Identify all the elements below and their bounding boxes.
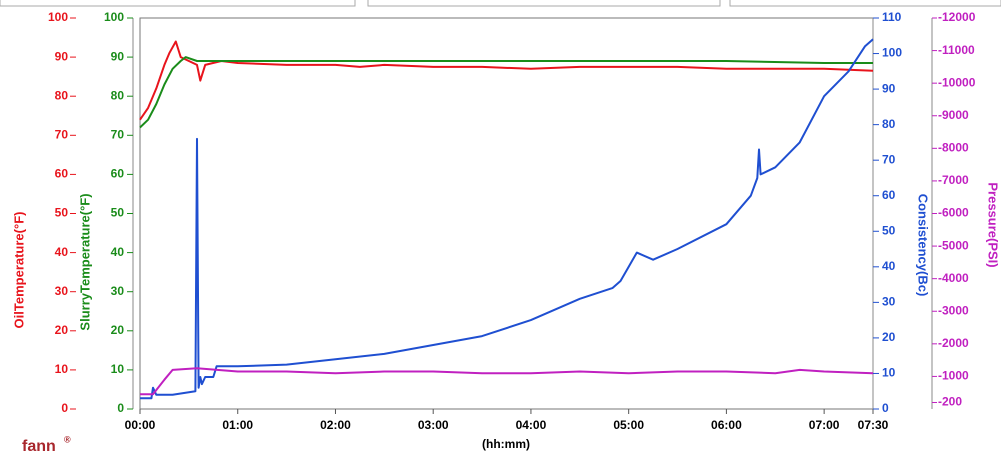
- y-tick-label: 90: [111, 49, 125, 63]
- brand-mark: ®: [64, 434, 71, 444]
- y-tick-label: 80: [882, 117, 896, 131]
- y-tick-label: 10: [55, 362, 69, 376]
- y-tick-label: 90: [882, 81, 896, 95]
- y-tick-label: 90: [55, 49, 69, 63]
- y-tick-label: 10: [111, 362, 125, 376]
- y-tick-label: -200: [938, 395, 962, 409]
- x-axis-title: (hh:mm): [482, 437, 530, 451]
- toolbar-box: [729, 0, 1001, 7]
- y-tick-label: 80: [111, 88, 125, 102]
- axis-title: OilTemperature(°F): [11, 212, 26, 329]
- y-tick-label: -5000: [938, 238, 969, 252]
- x-tick-label: 06:00: [711, 418, 742, 432]
- y-tick-label: 60: [111, 167, 125, 181]
- y-tick-label: -6000: [938, 206, 969, 220]
- y-tick-label: -8000: [938, 141, 969, 155]
- y-tick-label: -4000: [938, 271, 969, 285]
- x-tick-label: 07:00: [809, 418, 840, 432]
- y-tick-label: 40: [111, 245, 125, 259]
- y-tick-label: 40: [882, 259, 896, 273]
- y-tick-label: -7000: [938, 173, 969, 187]
- y-tick-label: -2000: [938, 336, 969, 350]
- y-tick-label: 100: [48, 10, 68, 24]
- y-tick-label: 100: [104, 10, 124, 24]
- y-tick-label: 30: [55, 284, 69, 298]
- axis-title: Consistency(Bc): [916, 194, 931, 297]
- x-tick-label: 02:00: [320, 418, 351, 432]
- y-tick-label: 20: [111, 323, 125, 337]
- y-tick-label: 70: [55, 127, 69, 141]
- y-tick-label: 110: [882, 10, 902, 24]
- y-tick-label: -12000: [938, 10, 976, 24]
- x-tick-label: 04:00: [516, 418, 547, 432]
- series-line: [139, 40, 874, 121]
- y-tick-label: -11000: [938, 43, 975, 57]
- y-tick-label: 0: [117, 401, 124, 415]
- series-line: [139, 56, 873, 129]
- x-tick-label: 07:30: [858, 418, 889, 432]
- series-line: [140, 38, 874, 400]
- y-tick-label: -3000: [938, 303, 969, 317]
- y-tick-label: 20: [882, 330, 896, 344]
- axis-title: SlurryTemperature(°F): [77, 193, 92, 330]
- x-tick-label: 01:00: [222, 418, 253, 432]
- y-tick-label: 30: [882, 295, 896, 309]
- y-tick-label: 70: [882, 152, 896, 166]
- y-tick-label: 0: [882, 401, 889, 415]
- x-tick-label: 05:00: [613, 418, 644, 432]
- y-tick-label: 50: [882, 223, 896, 237]
- y-tick-label: 60: [55, 167, 69, 181]
- toolbar-box: [0, 0, 356, 7]
- axis-title: Pressure(PSI): [986, 182, 1001, 267]
- y-tick-label: 70: [111, 127, 125, 141]
- y-tick-label: 0: [61, 401, 68, 415]
- y-tick-label: -9000: [938, 108, 969, 122]
- y-tick-label: 60: [882, 188, 896, 202]
- y-tick-label: 10: [882, 366, 896, 380]
- toolbar-box: [367, 0, 721, 7]
- y-tick-label: 100: [882, 46, 902, 60]
- x-tick-label: 00:00: [125, 418, 156, 432]
- y-tick-label: -10000: [938, 75, 976, 89]
- y-tick-label: 50: [55, 206, 69, 220]
- y-tick-label: 20: [55, 323, 69, 337]
- y-tick-label: 30: [111, 284, 125, 298]
- x-tick-label: 03:00: [418, 418, 449, 432]
- y-tick-label: 50: [111, 206, 125, 220]
- series-line: [140, 367, 874, 396]
- y-tick-label: 40: [55, 245, 69, 259]
- y-tick-label: 80: [55, 88, 69, 102]
- y-tick-label: -1000: [938, 369, 969, 383]
- brand: fann: [22, 438, 56, 455]
